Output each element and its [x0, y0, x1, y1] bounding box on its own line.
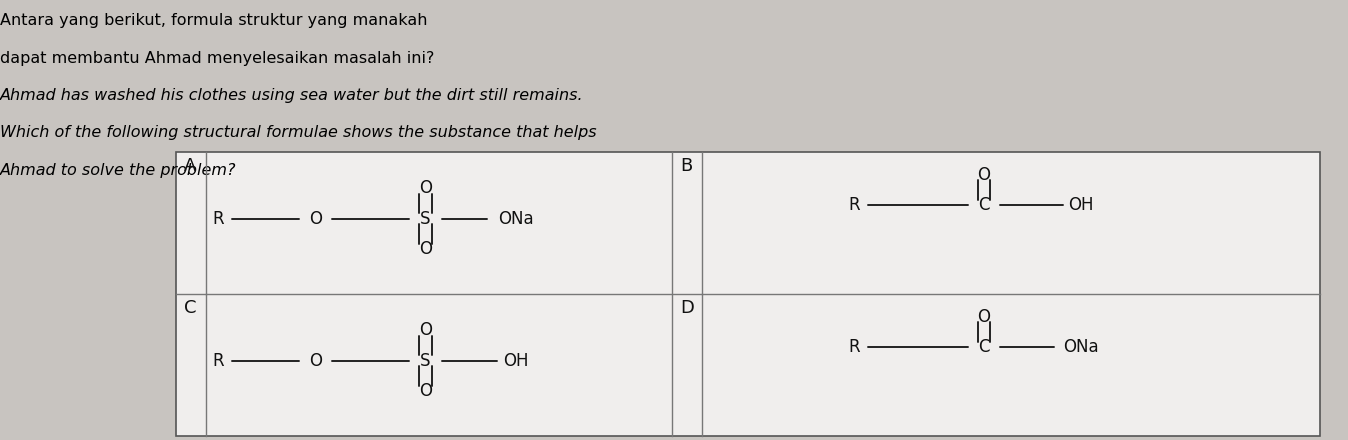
Text: R: R [213, 209, 224, 227]
Text: ONa: ONa [499, 209, 534, 227]
Text: S: S [421, 209, 431, 227]
Text: O: O [419, 179, 431, 197]
Text: D: D [681, 299, 694, 317]
Text: OH: OH [1069, 196, 1093, 214]
Text: Antara yang berikut, formula struktur yang manakah: Antara yang berikut, formula struktur ya… [0, 13, 427, 28]
Text: C: C [979, 338, 989, 356]
Text: O: O [977, 165, 991, 183]
Text: O: O [977, 308, 991, 326]
Text: S: S [421, 352, 431, 370]
Text: B: B [681, 157, 693, 175]
Text: O: O [419, 240, 431, 258]
Text: O: O [309, 352, 322, 370]
Text: A: A [185, 157, 197, 175]
Text: Which of the following structural formulae shows the substance that helps: Which of the following structural formul… [0, 125, 597, 140]
Text: O: O [419, 382, 431, 400]
Text: C: C [185, 299, 197, 317]
Text: Ahmad has washed his clothes using sea water but the dirt still remains.: Ahmad has washed his clothes using sea w… [0, 88, 584, 103]
Text: R: R [213, 352, 224, 370]
Text: Ahmad to solve the problem?: Ahmad to solve the problem? [0, 163, 237, 178]
Text: R: R [849, 196, 860, 214]
Text: O: O [419, 321, 431, 339]
Text: OH: OH [503, 352, 528, 370]
Text: O: O [309, 209, 322, 227]
Text: dapat membantu Ahmad menyelesaikan masalah ini?: dapat membantu Ahmad menyelesaikan masal… [0, 51, 434, 66]
Text: R: R [849, 338, 860, 356]
Text: ONa: ONa [1064, 338, 1099, 356]
Text: C: C [979, 196, 989, 214]
Bar [177, 152, 1320, 436]
